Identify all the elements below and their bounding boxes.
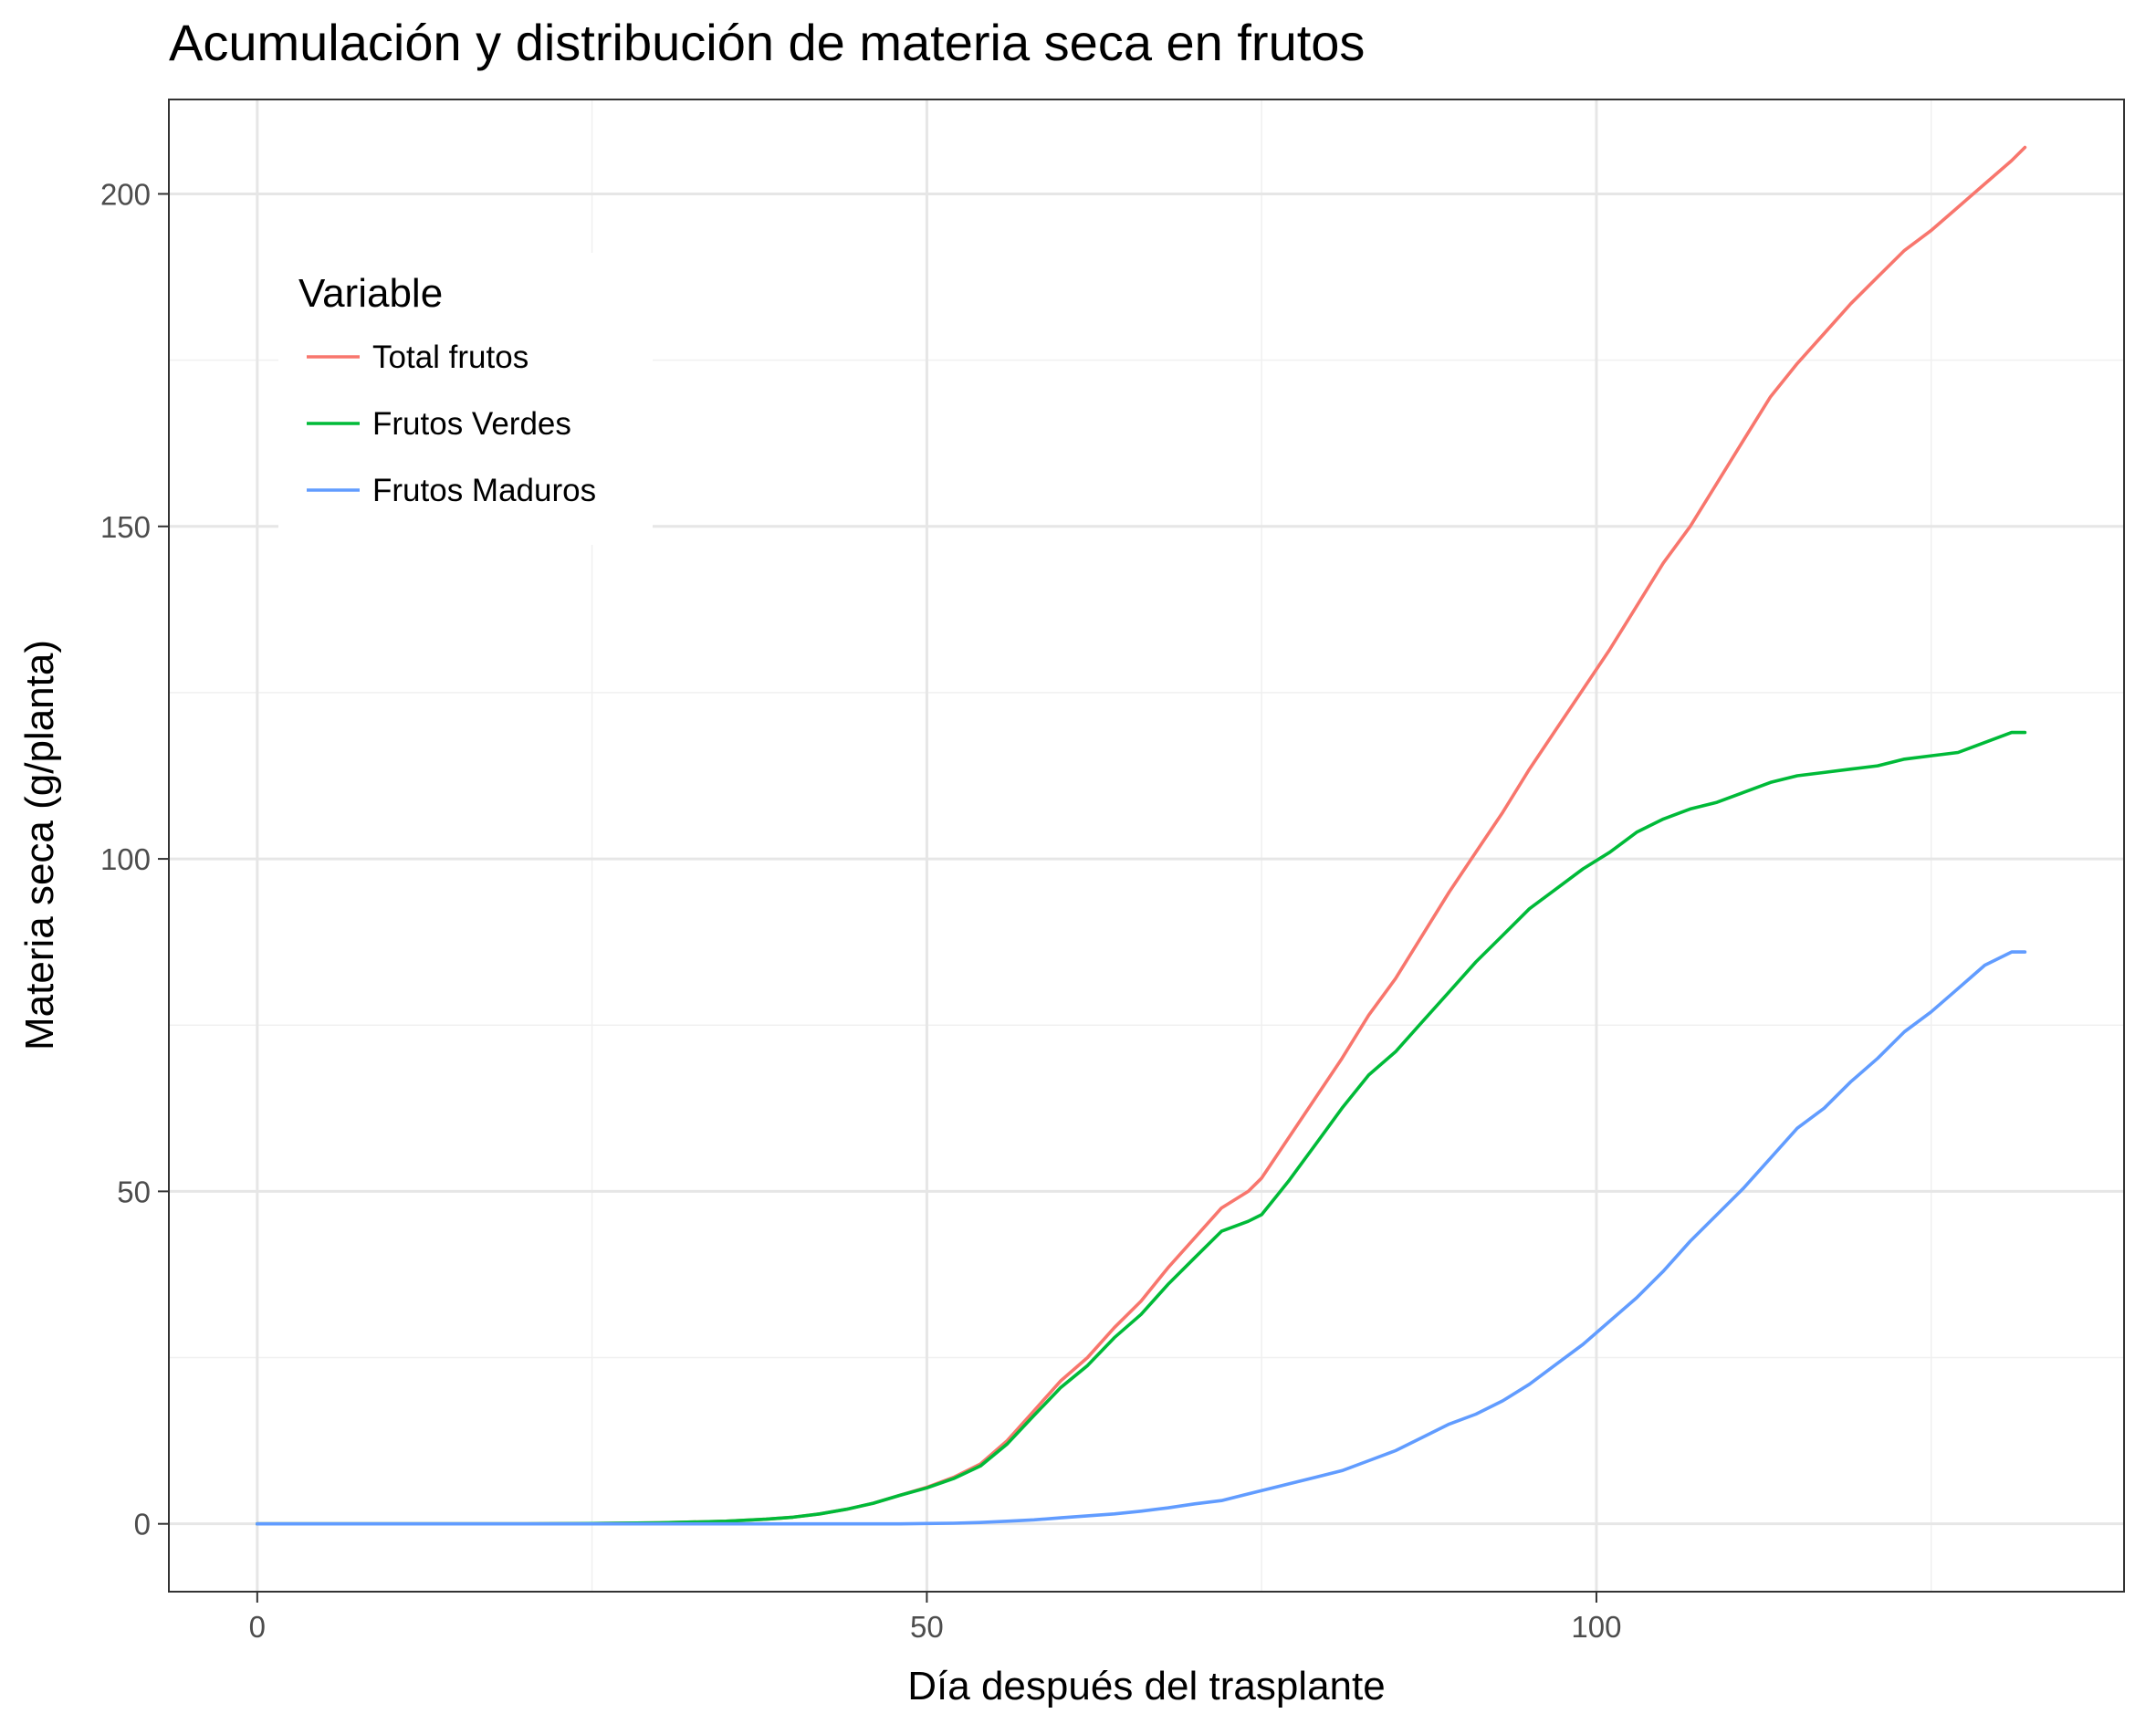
x-axis-ticks: 0 50 100 bbox=[249, 1592, 1621, 1644]
x-tick-label: 50 bbox=[910, 1610, 944, 1644]
y-tick-label: 200 bbox=[100, 177, 151, 211]
series-line-frutos-maduros bbox=[255, 950, 2027, 1526]
x-tick-label: 100 bbox=[1571, 1610, 1621, 1644]
legend-background bbox=[278, 253, 653, 545]
y-tick-label: 150 bbox=[100, 510, 151, 544]
series-group bbox=[255, 145, 2027, 1526]
y-tick-label: 50 bbox=[117, 1175, 151, 1208]
legend-label-frutos-maduros: Frutos Maduros bbox=[372, 473, 596, 508]
y-tick-label: 100 bbox=[100, 842, 151, 876]
legend-title: Variable bbox=[298, 271, 443, 316]
legend-items: Total frutos Frutos Verdes Frutos Maduros bbox=[307, 340, 596, 508]
legend-label-frutos-verdes: Frutos Verdes bbox=[372, 406, 571, 442]
y-axis-ticks: 0 50 100 150 200 bbox=[100, 177, 169, 1541]
y-axis-title: Materia seca (g/planta) bbox=[17, 640, 62, 1050]
x-tick-label: 0 bbox=[249, 1610, 266, 1644]
chart-title: Acumulación y distribución de materia se… bbox=[169, 14, 1365, 71]
x-axis-title: Día después del trasplante bbox=[907, 1664, 1385, 1708]
legend-label-total-frutos: Total frutos bbox=[372, 340, 529, 375]
legend: Variable Total frutos Frutos Verdes Frutos… bbox=[278, 253, 653, 545]
y-tick-label: 0 bbox=[134, 1508, 151, 1541]
plot-border bbox=[168, 99, 2125, 1593]
series-line-frutos-verdes bbox=[255, 730, 2027, 1526]
